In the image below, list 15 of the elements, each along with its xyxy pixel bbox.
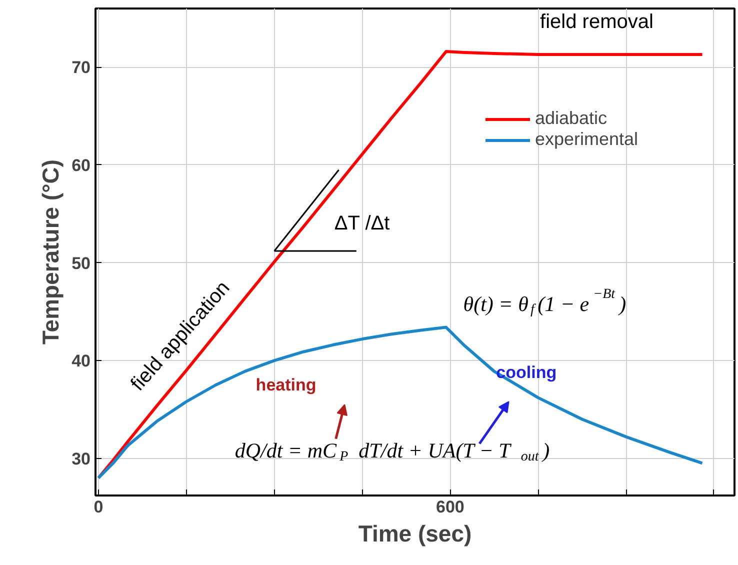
legend-label: experimental xyxy=(535,129,638,150)
y-tick-label: 70 xyxy=(72,58,91,78)
legend-label: adiabatic xyxy=(535,108,608,129)
y-tick-label: 40 xyxy=(72,352,91,371)
x-axis-title: Time (sec) xyxy=(358,520,472,546)
annotation: field removal xyxy=(540,11,654,34)
x-tick-label: 0 xyxy=(94,498,104,516)
annotation: cooling xyxy=(496,362,557,382)
annotation: heating xyxy=(256,375,316,394)
x-tick-label: 600 xyxy=(436,498,464,516)
annotation: ΔT /Δt xyxy=(334,212,390,235)
y-axis-title: Temperature (°C) xyxy=(38,159,64,345)
y-tick-label: 50 xyxy=(72,254,91,273)
y-tick-label: 60 xyxy=(72,156,91,175)
y-tick-label: 30 xyxy=(72,449,91,468)
